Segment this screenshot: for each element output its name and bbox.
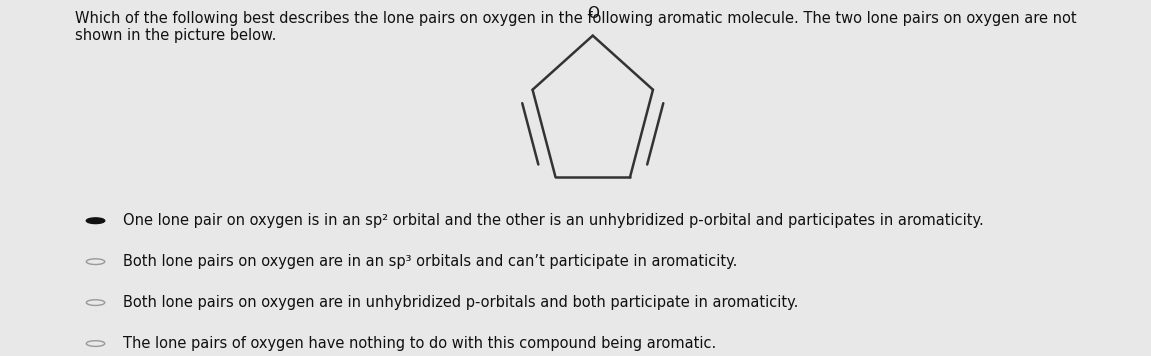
Text: The lone pairs of oxygen have nothing to do with this compound being aromatic.: The lone pairs of oxygen have nothing to…	[123, 336, 716, 351]
Text: Which of the following best describes the lone pairs on oxygen in the following : Which of the following best describes th…	[75, 11, 1076, 43]
Circle shape	[86, 218, 105, 224]
Text: Both lone pairs on oxygen are in an sp³ orbitals and can’t participate in aromat: Both lone pairs on oxygen are in an sp³ …	[123, 254, 738, 269]
Text: Both lone pairs on oxygen are in unhybridized p-orbitals and both participate in: Both lone pairs on oxygen are in unhybri…	[123, 295, 799, 310]
Text: O: O	[587, 6, 599, 21]
Text: One lone pair on oxygen is in an sp² orbital and the other is an unhybridized p-: One lone pair on oxygen is in an sp² orb…	[123, 213, 984, 228]
